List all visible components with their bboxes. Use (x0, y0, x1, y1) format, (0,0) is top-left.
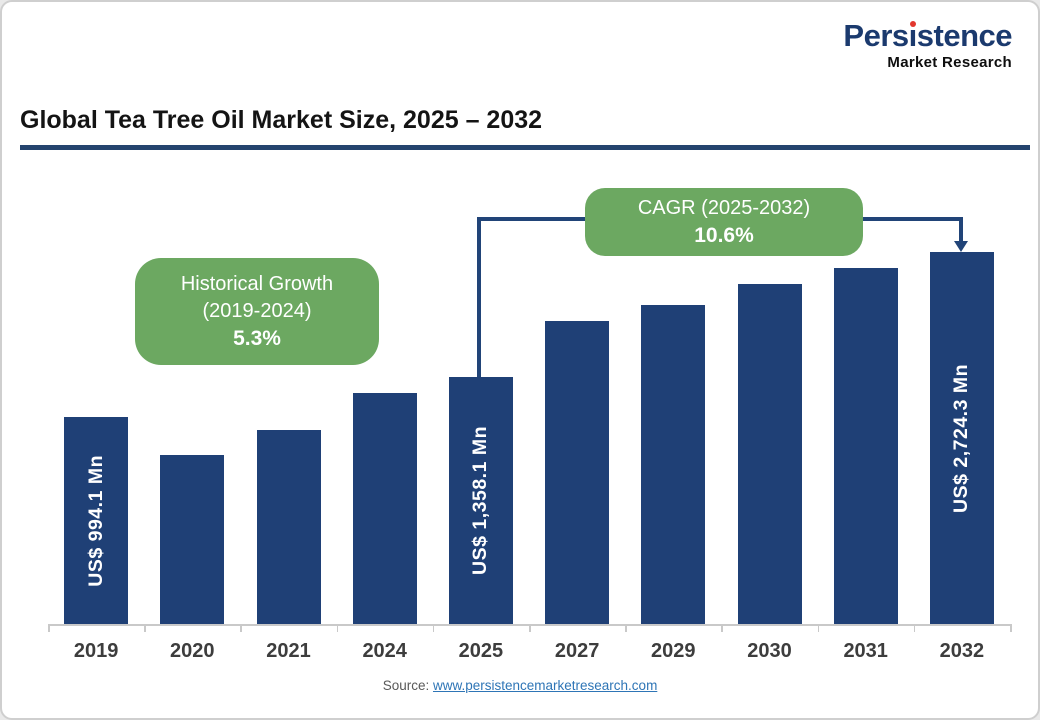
x-axis-label-2027: 2027 (554, 640, 600, 662)
bar-value-label-2019: US$ 994.1 Mn (84, 454, 107, 587)
cagr-connector-right-horizontal (863, 217, 963, 221)
source-line: Source: www.persistencemarketresearch.co… (2, 678, 1038, 693)
logo-dotless-i: ı (908, 18, 918, 53)
bar-2029 (641, 305, 706, 624)
x-axis-label-2030: 2030 (747, 640, 792, 662)
logo-text-part1: Pers (843, 18, 909, 53)
cagr-badge: CAGR (2025-2032) 10.6% (585, 188, 863, 256)
x-axis-label-2025: 2025 (458, 640, 504, 662)
page-title: Global Tea Tree Oil Market Size, 2025 – … (20, 106, 543, 134)
bar-2031 (833, 268, 898, 624)
bar-2019: US$ 994.1 Mn (64, 417, 129, 624)
logo-text-part2: stence (916, 18, 1013, 53)
logo-red-dot-icon (909, 21, 916, 27)
pmr-logo-tagline: Market Research (887, 53, 1012, 71)
bar-2021 (256, 430, 321, 624)
bar-2025: US$ 1,358.1 Mn (448, 377, 513, 624)
title-underline (20, 145, 1030, 150)
bar-2027 (545, 321, 610, 624)
cagr-connector-left-horizontal (477, 217, 585, 221)
historical-growth-line2: (2019-2024) (202, 300, 312, 322)
x-axis-tick (1010, 624, 1012, 632)
bar-2030 (737, 284, 802, 624)
x-axis-tick (529, 624, 531, 632)
bar-2024 (352, 393, 417, 624)
x-axis-tick (913, 624, 916, 632)
x-axis-label-2029: 2029 (651, 640, 696, 662)
source-label: Source: (382, 678, 430, 693)
historical-growth-value: 5.3% (233, 327, 281, 350)
x-axis-tick (240, 624, 242, 632)
x-axis-label-2032: 2032 (939, 640, 985, 662)
bar-value-label-2025: US$ 1,358.1 Mn (469, 426, 492, 575)
bar-value-label-2032: US$ 2,724.3 Mn (950, 363, 973, 513)
x-axis-label-2020: 2020 (170, 640, 215, 662)
cagr-connector-right-vertical (959, 217, 963, 243)
x-axis-label-2019: 2019 (73, 640, 119, 662)
x-axis-tick (144, 624, 146, 632)
bar-2020 (160, 455, 225, 624)
x-axis-label-2024: 2024 (362, 640, 407, 662)
x-axis-tick (721, 624, 723, 632)
x-axis-label-2021: 2021 (266, 640, 311, 662)
cagr-connector-left-vertical (477, 217, 481, 377)
pmr-logo: Persı stence Market Research (843, 18, 1013, 71)
x-axis-tick (817, 624, 820, 632)
source-link[interactable]: www.persistencemarketresearch.com (432, 678, 658, 693)
cagr-line1: CAGR (2025-2032) (637, 197, 811, 219)
cagr-arrowhead-icon (954, 241, 968, 252)
x-axis-tick (336, 624, 339, 632)
historical-growth-badge: Historical Growth (2019-2024) 5.3% (135, 258, 379, 365)
x-axis-tick (432, 624, 435, 632)
bar-2032: US$ 2,724.3 Mn (929, 252, 994, 624)
x-axis-tick (48, 624, 50, 632)
x-axis-label-2031: 2031 (843, 640, 888, 662)
historical-growth-line1: Historical Growth (180, 273, 334, 295)
x-axis-tick (625, 624, 627, 632)
pmr-logo-wordmark: Persı stence (843, 18, 1013, 53)
cagr-value: 10.6% (694, 224, 754, 247)
